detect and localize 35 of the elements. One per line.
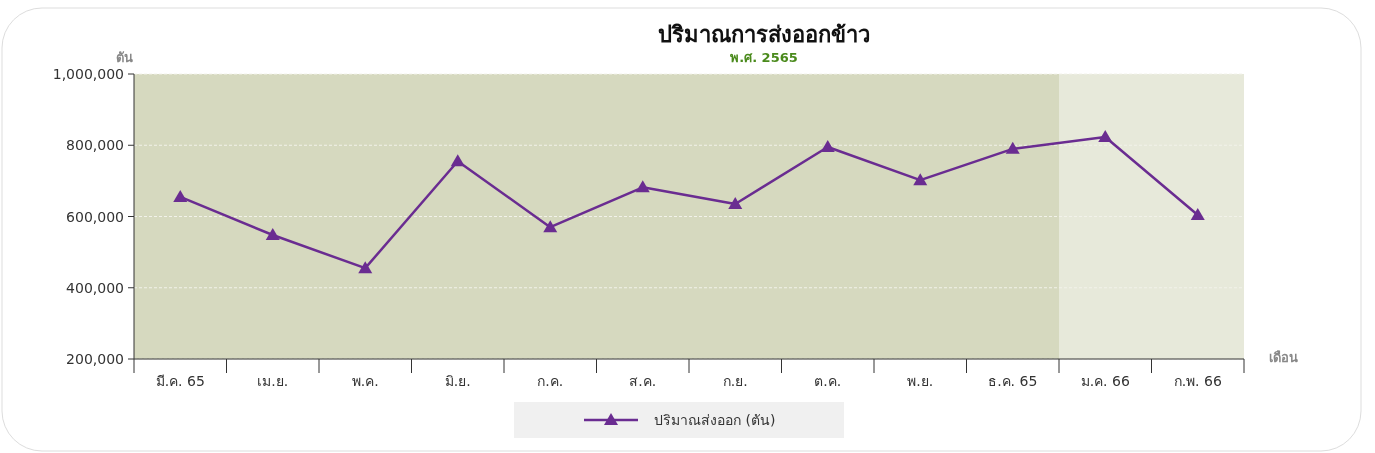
point — [543, 220, 558, 233]
x-tick-label: มิ.ย. — [444, 373, 471, 389]
point — [1190, 208, 1205, 221]
legend-label: ปริมาณส่งออก (ตัน) — [654, 412, 776, 428]
point — [820, 140, 835, 153]
point — [635, 180, 650, 193]
x-tick-label: ต.ค. — [814, 373, 842, 389]
legend: ปริมาณส่งออก (ตัน) — [514, 402, 844, 438]
x-tick-label: ส.ค. — [629, 373, 657, 389]
x-tick-label: ธ.ค. 65 — [988, 373, 1038, 389]
point — [1005, 141, 1020, 154]
x-tick-label: เม.ย. — [257, 373, 289, 389]
y-axis-title: ตัน — [115, 50, 133, 65]
point — [1098, 130, 1113, 143]
x-tick-label: ก.พ. 66 — [1173, 373, 1222, 389]
x-tick-label: พ.ย. — [907, 373, 934, 389]
point — [913, 173, 928, 186]
chart-title: ปริมาณการส่งออกข้าว — [658, 22, 870, 47]
y-tick-label: 800,000 — [66, 137, 124, 154]
point — [358, 261, 373, 274]
point — [265, 228, 280, 241]
x-tick-label: ก.ค. — [537, 373, 564, 389]
point — [450, 154, 465, 167]
y-tick-label: 200,000 — [66, 351, 124, 367]
x-tick-label: พ.ค. — [351, 373, 379, 389]
x-tick-label: มี.ค. 65 — [155, 373, 205, 389]
point — [173, 189, 188, 202]
y-tick-label: 1,000,000 — [52, 66, 124, 82]
x-tick-label: ก.ย. — [722, 373, 748, 389]
y-tick-label: 400,000 — [66, 279, 124, 296]
y-tick-label: 600,000 — [66, 208, 124, 225]
point — [728, 197, 743, 210]
x-tick-label: ม.ค. 66 — [1080, 373, 1130, 389]
x-axis-title: เดือน — [1268, 350, 1298, 365]
chart-subtitle: พ.ศ. 2565 — [730, 50, 798, 65]
